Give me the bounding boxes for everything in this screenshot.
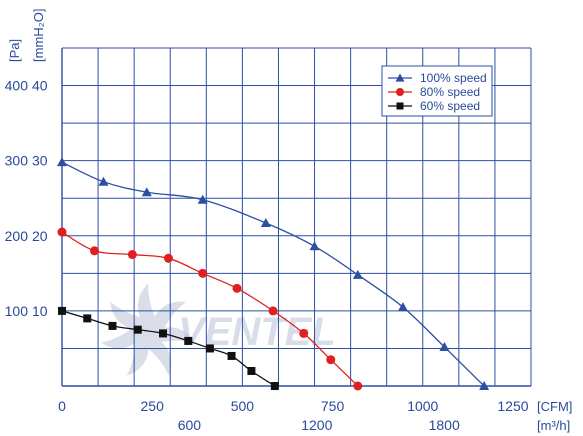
watermark-fan-hub [141,325,155,339]
data-point-circle [127,250,137,260]
series-1 [57,157,490,390]
series-3 [58,306,279,390]
data-point-triangle [141,187,152,197]
data-point-square [205,344,214,353]
data-point-circle [57,227,67,237]
x-axis-unit-m3h: [m³/h] [537,418,570,433]
data-point-square [108,321,117,330]
watermark-fan-blade [148,301,186,332]
data-point-circle [198,268,208,278]
x-tick-label-m3h: 600 [178,417,202,433]
data-point-circle [268,306,278,316]
data-point-square [227,351,236,360]
legend-item-1: 100% speed [388,71,487,85]
watermark-fan-blade [137,283,157,332]
x-tick-label-cfm: 500 [231,398,255,414]
y-axis-unit-mmh2o: [mmH₂O] [31,9,46,62]
series-line [61,161,485,387]
data-point-triangle [260,218,271,228]
y-tick-label-pa: 400 [5,78,29,94]
watermark-fan-blade [144,332,172,376]
legend-item-2: 80% speed [388,85,480,99]
data-point-square [58,306,66,315]
data-point-circle [396,88,404,96]
x-tick-label-cfm: 250 [141,398,165,414]
data-point-circle [326,355,336,365]
data-point-square [396,102,404,110]
series-layer [57,157,490,391]
data-point-square [83,314,92,323]
x-tick-label-m3h: 1800 [429,417,460,433]
y-tick-label-mmh2o: 10 [32,303,48,319]
watermark-fan-blade [126,332,149,376]
legend-label: 80% speed [420,85,480,99]
data-point-square [247,366,256,375]
y-axis-unit-pa: [Pa] [7,39,22,62]
y-tick-label-mmh2o: 30 [32,153,48,169]
data-point-triangle [439,341,450,351]
data-point-triangle [352,269,363,279]
series-line [61,310,276,387]
data-point-triangle [98,176,109,186]
x-tick-label-cfm: 1000 [407,398,438,414]
data-point-triangle [395,73,405,82]
data-point-triangle [57,157,67,167]
data-point-circle [163,253,173,263]
watermark-text: VENTEL [178,310,336,354]
data-point-circle [299,328,309,338]
y-tick-label-pa: 300 [5,153,29,169]
legend-item-3: 60% speed [388,99,480,113]
x-tick-label-cfm: 1250 [497,398,528,414]
legend-label: 60% speed [420,99,480,113]
x-axis-unit-cfm: [CFM] [537,399,572,414]
data-point-square [133,325,142,334]
watermark-fan-blade [110,301,148,332]
x-tick-label-m3h: 1200 [301,417,332,433]
y-tick-label-pa: 100 [5,303,29,319]
legend-label: 100% speed [420,71,487,85]
data-point-square [159,329,168,338]
data-point-square [270,382,279,390]
data-point-triangle [197,194,208,204]
data-point-circle [89,246,99,256]
data-point-triangle [479,381,490,390]
data-point-circle [353,381,363,391]
data-point-circle [232,283,242,293]
x-tick-label-cfm: 0 [58,398,66,414]
axis-labels: 0 250 500 750 1000 1250 600 1200 1800 100 200 300 40… [5,9,573,433]
y-tick-label-mmh2o: 20 [32,228,48,244]
y-tick-label-pa: 200 [5,228,29,244]
data-point-square [184,336,193,345]
series-line [61,231,359,387]
data-point-triangle [397,302,408,312]
x-tick-label-cfm: 750 [321,398,345,414]
series-2 [57,227,363,391]
y-tick-label-mmh2o: 40 [32,78,48,94]
data-point-triangle [309,241,320,251]
